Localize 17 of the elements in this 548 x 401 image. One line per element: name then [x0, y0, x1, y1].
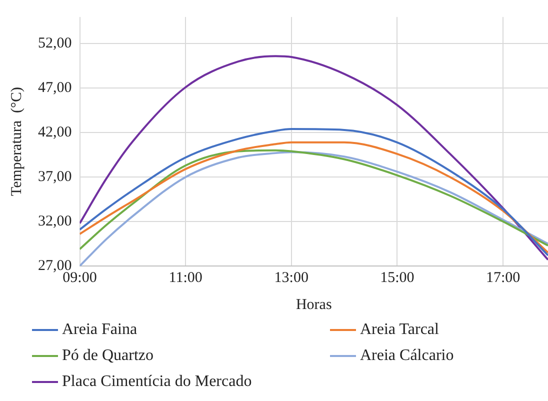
legend-label: Areia Cálcario — [360, 347, 454, 365]
x-tick-label: 15:00 — [380, 270, 414, 286]
y-axis-title: Temperatura (°C) — [8, 86, 25, 196]
y-tick-label: 32,00 — [38, 213, 72, 230]
y-tick-label: 47,00 — [38, 80, 72, 96]
y-tick-label: 37,00 — [38, 169, 72, 186]
legend-label: Areia Faina — [62, 321, 138, 339]
line-series — [80, 55, 548, 261]
x-tick-label: 11:00 — [168, 270, 202, 286]
legend-label: Pó de Quartzo — [62, 347, 154, 365]
y-tick-label: 42,00 — [38, 124, 72, 141]
y-tick-label: 52,00 — [38, 36, 72, 52]
x-tick-label: 13:00 — [274, 270, 308, 286]
x-tick-label: 17:00 — [486, 270, 520, 286]
legend-label: Placa Cimentícia do Mercado — [62, 373, 252, 391]
x-axis-title: Horas — [296, 296, 332, 313]
legend-label: Areia Tarcal — [360, 321, 439, 339]
